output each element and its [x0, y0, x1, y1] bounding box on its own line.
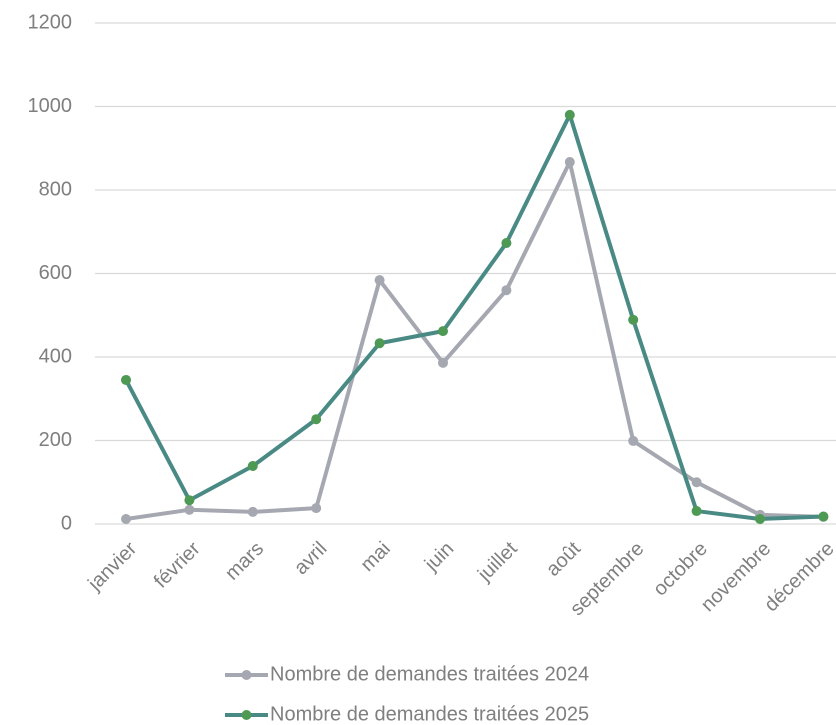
point	[501, 238, 512, 249]
point	[438, 326, 448, 337]
point	[374, 338, 385, 349]
point	[501, 285, 512, 296]
y-tick-label: 0	[61, 512, 72, 534]
x-tick-label: janvier	[83, 537, 141, 595]
legend-label: Nombre de demandes traitées 2024	[270, 663, 589, 685]
x-tick-label: octobre	[649, 538, 712, 601]
y-tick-label: 800	[39, 178, 72, 200]
legend-marker	[241, 710, 252, 720]
x-tick-label: avril	[290, 538, 331, 579]
point	[121, 374, 131, 385]
point	[628, 435, 639, 446]
point	[311, 503, 322, 514]
series-line	[125, 160, 824, 521]
legend-label: Nombre de demandes traitées 2025	[270, 703, 589, 725]
series-line	[124, 112, 824, 521]
point	[184, 495, 195, 506]
point	[755, 513, 765, 524]
point	[691, 506, 702, 517]
x-tick-label: mars	[221, 538, 268, 585]
y-tick-label: 1000	[28, 95, 73, 117]
x-tick-label: mai	[357, 538, 395, 576]
point	[564, 109, 575, 120]
y-tick-label: 600	[39, 262, 72, 284]
point	[628, 314, 639, 325]
point	[247, 460, 258, 471]
point	[438, 357, 448, 368]
point	[311, 414, 322, 425]
legend-marker	[241, 670, 252, 680]
point	[818, 511, 829, 522]
point	[374, 275, 385, 286]
point	[247, 506, 258, 517]
x-tick-label: août	[542, 537, 585, 580]
point	[564, 157, 575, 168]
point	[121, 513, 131, 524]
x-tick-label: juin	[420, 538, 458, 576]
y-tick-label: 200	[39, 429, 72, 451]
y-tick-label: 1200	[28, 11, 73, 33]
point	[184, 504, 195, 515]
point	[691, 477, 702, 488]
x-tick-label: juillet	[473, 537, 522, 586]
y-tick-label: 400	[39, 345, 72, 367]
x-tick-label: février	[150, 537, 205, 592]
x-tick-label: décembre	[760, 538, 836, 616]
